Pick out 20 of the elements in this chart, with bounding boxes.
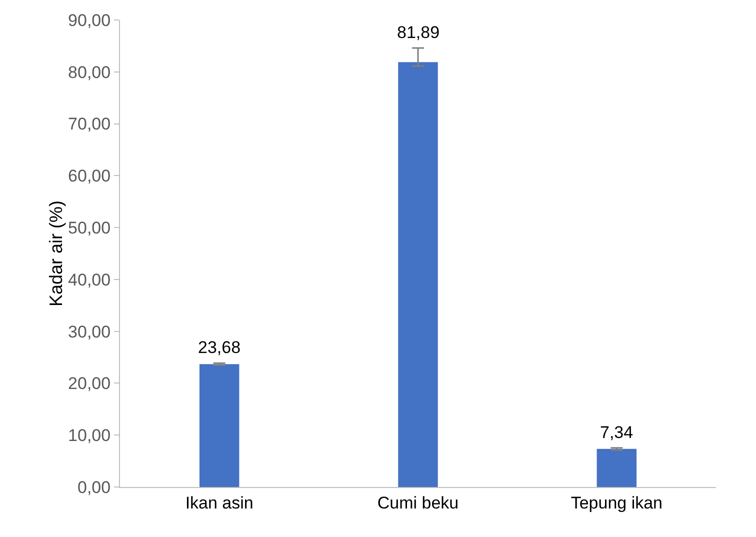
y-axis-title: Kadar air (%) [46,200,66,307]
y-tick-label: 0,00 [78,478,111,497]
x-tick-label: Ikan asin [185,493,254,512]
y-tick-label: 40,00 [68,270,111,290]
x-tick-label: Cumi beku [377,493,459,512]
y-tick-label: 60,00 [68,166,111,186]
x-tick-label: Tepung ikan [570,493,663,512]
data-label: 81,89 [397,23,440,42]
y-tick-label: 20,00 [68,374,111,394]
bar [199,364,240,487]
y-tick-label: 70,00 [68,114,111,134]
data-label: 23,68 [198,338,241,357]
y-tick-label: 80,00 [68,62,111,82]
bar [398,62,438,487]
y-tick-label: 30,00 [68,322,111,342]
y-tick-label: 50,00 [68,218,111,238]
data-label: 7,34 [600,423,634,442]
y-tick-label: 10,00 [68,426,111,446]
y-tick-label: 90,00 [68,10,111,30]
bar [596,448,637,487]
